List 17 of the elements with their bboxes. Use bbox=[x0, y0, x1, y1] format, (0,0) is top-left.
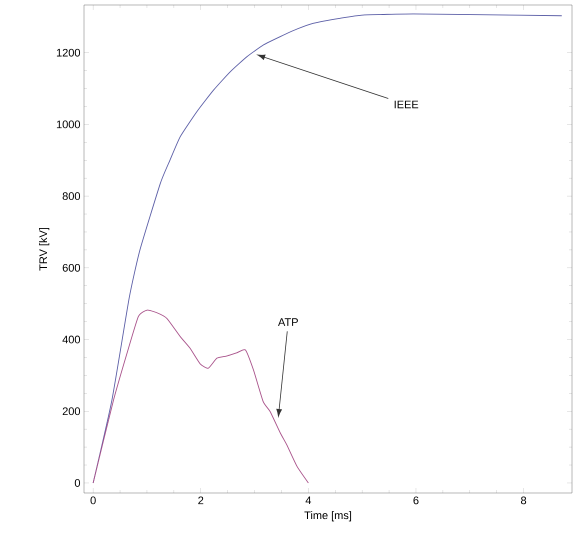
x-tick-label: 8 bbox=[521, 496, 526, 504]
y-axis-title: TRV [kV] bbox=[39, 228, 50, 271]
y-tick-label: 1200 bbox=[56, 48, 80, 57]
x-tick-label: 2 bbox=[198, 496, 204, 504]
x-tick-label: 4 bbox=[306, 496, 312, 504]
y-tick-label: 1000 bbox=[56, 120, 80, 128]
y-tick-label: 400 bbox=[62, 336, 80, 344]
line-series bbox=[92, 310, 309, 484]
y-tick-label: 0 bbox=[74, 479, 80, 487]
y-tick-label: 800 bbox=[62, 192, 80, 200]
x-tick-label: 6 bbox=[413, 496, 419, 504]
x-axis-title: Time [ms] bbox=[304, 511, 352, 522]
annotation: ATP bbox=[278, 318, 298, 326]
y-tick-label: 200 bbox=[62, 407, 80, 416]
annotation: IEEE bbox=[394, 100, 418, 108]
x-tick-label: 0 bbox=[90, 496, 96, 504]
y-tick-label: 600 bbox=[62, 264, 80, 272]
